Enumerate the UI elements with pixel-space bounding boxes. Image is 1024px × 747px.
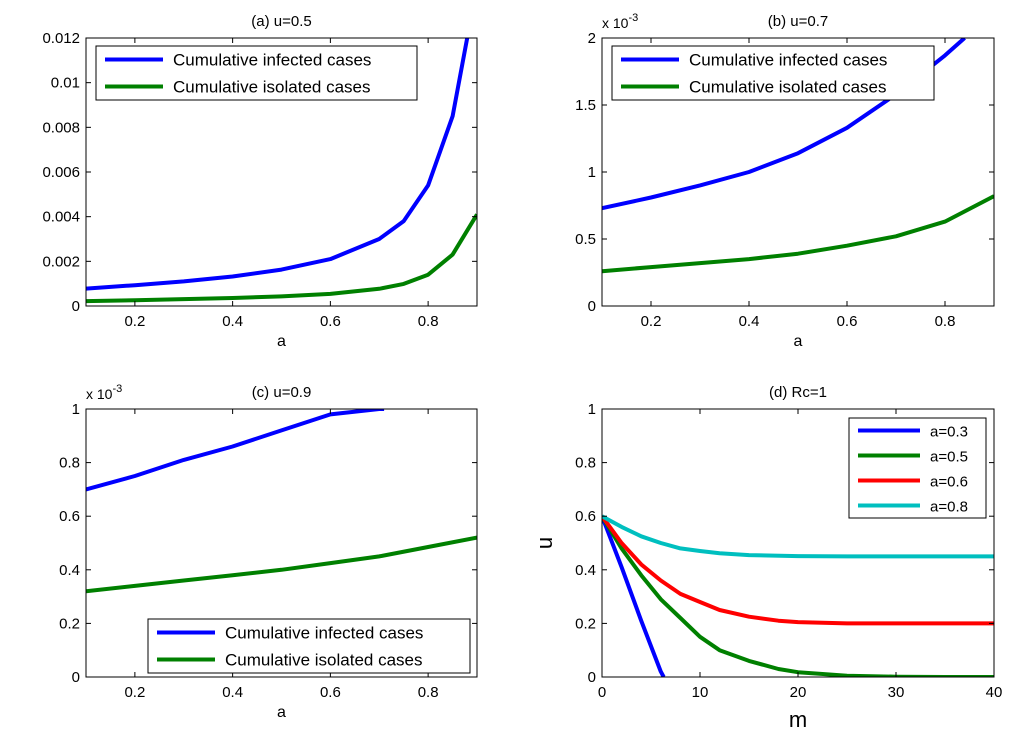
y-tick-label: 0.008 xyxy=(42,119,80,136)
y-tick-label: 0.6 xyxy=(575,508,596,525)
y-tick-label: 0 xyxy=(588,669,596,686)
y-axis-label: u xyxy=(532,537,557,549)
x-tick-label: 0.4 xyxy=(222,313,243,330)
legend-box xyxy=(147,618,471,674)
y-tick-label: 0.004 xyxy=(42,209,80,226)
chart-title: (c) u=0.9 xyxy=(252,384,312,401)
x-tick-label: 0.2 xyxy=(124,684,145,701)
y-tick-label: 0 xyxy=(72,298,80,315)
x-tick-label: 30 xyxy=(888,684,905,701)
y-tick-label: 0 xyxy=(588,298,596,315)
x-axis-label: m xyxy=(789,707,807,732)
chart-title: (b) u=0.7 xyxy=(768,13,828,30)
x-tick-label: 40 xyxy=(986,684,1003,701)
x-tick-label: 0.6 xyxy=(320,684,341,701)
y-tick-label: 1 xyxy=(588,164,596,181)
legend-box xyxy=(611,45,935,101)
x-tick-label: 0.8 xyxy=(418,313,439,330)
y-tick-label: 0.2 xyxy=(575,615,596,632)
y-tick-label: 1 xyxy=(72,401,80,418)
legend: Cumulative infected cases Cumulative isol… xyxy=(611,45,935,101)
y-tick-label: 0.4 xyxy=(59,562,80,579)
x-tick-label: 0.4 xyxy=(739,313,760,330)
series-line-3 xyxy=(602,514,994,559)
series-line-1 xyxy=(602,515,994,677)
legend-label: a=0.6 xyxy=(930,474,968,491)
x-axis-label: a xyxy=(277,333,286,350)
chart-panel-1: 0.2 0.4 0.6 0.8 0 0.5 1 1.5 2 x 10-3 (b) u=0.7 a Cum… xyxy=(575,12,995,350)
series-line-1 xyxy=(602,194,994,274)
y-exponent-label: x 10-3 xyxy=(86,383,122,402)
x-tick-label: 0 xyxy=(598,684,606,701)
legend-label: a=0.5 xyxy=(930,449,968,466)
legend-label: Cumulative infected cases xyxy=(689,51,887,70)
legend-label: Cumulative infected cases xyxy=(225,624,423,643)
chart-title: (d) Rc=1 xyxy=(769,384,827,401)
x-tick-label: 0.2 xyxy=(124,313,145,330)
legend-label: Cumulative isolated cases xyxy=(689,78,886,97)
legend: Cumulative infected cases Cumulative isol… xyxy=(95,45,418,101)
y-tick-label: 1 xyxy=(588,401,596,418)
y-tick-label: 0.8 xyxy=(59,455,80,472)
legend-label: a=0.3 xyxy=(930,424,968,441)
y-tick-label: 0.2 xyxy=(59,615,80,632)
x-tick-label: 0.4 xyxy=(222,684,243,701)
y-tick-label: 0 xyxy=(72,669,80,686)
y-tick-label: 0.4 xyxy=(575,562,596,579)
plot-area xyxy=(86,409,477,594)
legend-label: a=0.8 xyxy=(930,499,968,516)
series-line-2 xyxy=(602,515,994,626)
chart-title: (a) u=0.5 xyxy=(251,13,311,30)
y-tick-label: 0.006 xyxy=(42,164,80,181)
x-tick-label: 20 xyxy=(790,684,807,701)
plot-area xyxy=(86,38,477,304)
legend-label: Cumulative isolated cases xyxy=(225,651,422,670)
y-tick-label: 2 xyxy=(588,30,596,47)
legend-label: Cumulative isolated cases xyxy=(173,78,370,97)
chart-panel-0: 0.2 0.4 0.6 0.8 0 0.002 0.004 0.006 0.008 0.01 0.0… xyxy=(42,13,478,350)
y-tick-label: 1.5 xyxy=(575,97,596,114)
x-tick-label: 0.8 xyxy=(418,684,439,701)
chart-panel-2: 0.2 0.4 0.6 0.8 0 0.2 0.4 0.6 0.8 1 x 10-3 (c) u=0.… xyxy=(59,383,478,721)
plot-area xyxy=(602,514,994,677)
series-line-1 xyxy=(86,535,477,594)
x-axis-label: a xyxy=(277,704,286,721)
x-tick-label: 0.8 xyxy=(935,313,956,330)
x-tick-label: 0.6 xyxy=(837,313,858,330)
x-axis-label: a xyxy=(794,333,803,350)
y-tick-label: 0.012 xyxy=(42,30,80,47)
y-tick-label: 0.8 xyxy=(575,455,596,472)
x-tick-label: 0.6 xyxy=(320,313,341,330)
legend-label: Cumulative infected cases xyxy=(173,51,371,70)
x-tick-label: 10 xyxy=(692,684,709,701)
y-tick-label: 0.002 xyxy=(42,253,80,270)
y-exponent-label: x 10-3 xyxy=(602,12,638,31)
legend-box xyxy=(848,417,987,519)
y-tick-label: 0.01 xyxy=(51,75,80,92)
series-line-0 xyxy=(86,38,470,291)
x-tick-label: 0.2 xyxy=(641,313,662,330)
axes-box xyxy=(85,408,478,678)
series-line-0 xyxy=(86,409,385,492)
y-tick-label: 0.6 xyxy=(59,508,80,525)
legend: a=0.3 a=0.5 a=0.6 a=0.8 xyxy=(848,417,987,519)
legend: Cumulative infected cases Cumulative isol… xyxy=(147,618,471,674)
y-tick-label: 0.5 xyxy=(575,231,596,248)
series-line-1 xyxy=(86,213,477,304)
legend-box xyxy=(95,45,418,101)
series-line-0 xyxy=(602,515,666,677)
